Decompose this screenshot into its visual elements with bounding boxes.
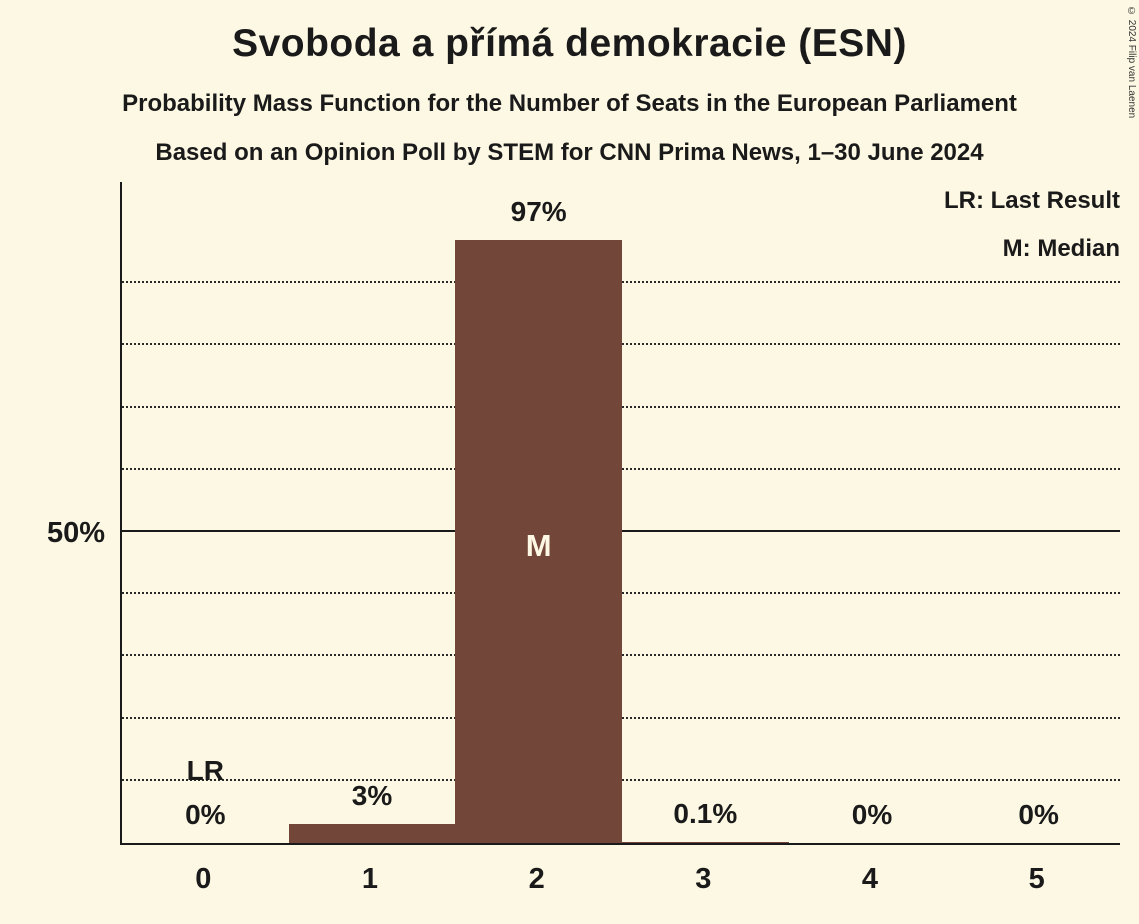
bar-value-label-2: 97% [510, 195, 567, 227]
bar-seats-1 [288, 824, 456, 843]
bar-value-label-4: 0% [851, 799, 893, 830]
plot-area: 0% 3% 97% 0.1% 0% 0% LR M [120, 182, 1120, 845]
y-axis-label-50-percent: 50% [46, 517, 105, 549]
x-tick-label-0: 0 [195, 863, 212, 895]
copyright-notice: © 2024 Filip van Laenen [1126, 6, 1137, 119]
bar-value-label-0: 0% [185, 799, 226, 830]
last-result-marker: LR [186, 755, 224, 786]
bar-seats-3 [622, 842, 789, 843]
legend-last-result: LR: Last Result [943, 187, 1120, 214]
median-marker: M [525, 528, 552, 563]
bar-value-label-3: 0.1% [673, 798, 738, 830]
x-axis-labels: 0 1 2 3 4 5 [120, 863, 1120, 905]
chart-title: Svoboda a přímá demokracie (ESN) [232, 22, 907, 65]
bar-value-label-5: 0% [1018, 799, 1059, 830]
bar-seats-2 [455, 239, 622, 843]
legend-median: M: Median [1002, 235, 1120, 262]
x-tick-label-1: 1 [361, 863, 379, 895]
x-tick-label-4: 4 [861, 863, 879, 895]
chart-subtitle-line2: Based on an Opinion Poll by STEM for CNN… [155, 139, 984, 166]
chart-subtitle-line1: Probability Mass Function for the Number… [122, 90, 1017, 117]
x-tick-label-3: 3 [695, 863, 712, 895]
x-tick-label-5: 5 [1028, 863, 1045, 895]
bar-value-label-1: 3% [351, 780, 393, 812]
x-tick-label-2: 2 [528, 863, 545, 895]
